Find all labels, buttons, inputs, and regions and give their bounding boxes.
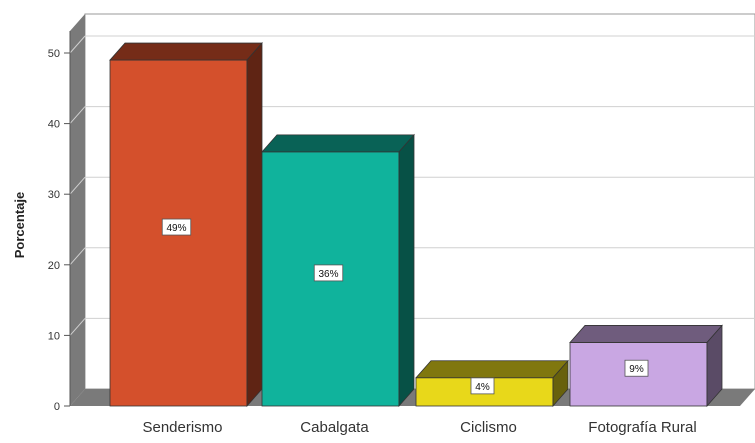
data-label-box xyxy=(624,359,649,377)
y-tick-label: 40 xyxy=(48,119,60,131)
bar-side xyxy=(552,359,569,408)
bar-top xyxy=(415,360,569,379)
data-label-box xyxy=(470,377,495,395)
bar-side xyxy=(398,133,415,408)
y-axis-ticks: 0 10 20 30 40 50 xyxy=(48,31,71,413)
x-category-label: Fotografía Rural xyxy=(588,419,696,436)
gridline-side xyxy=(69,106,86,124)
bar-fotograf-a-rural: 9% xyxy=(569,324,723,408)
y-tick-label: 30 xyxy=(48,189,60,201)
y-tick-label: 50 xyxy=(48,48,60,60)
gridline-side xyxy=(69,176,86,195)
bar-ciclismo: 4% xyxy=(415,359,569,408)
bar-top xyxy=(109,42,263,61)
y-tick-label: 10 xyxy=(48,330,60,342)
data-label-box xyxy=(161,218,192,236)
side-wall xyxy=(70,14,85,406)
x-category-label: Ciclismo xyxy=(460,419,517,436)
y-axis-label: Porcentaje xyxy=(12,192,27,258)
gridline-side xyxy=(69,247,86,266)
bar-side xyxy=(246,42,263,408)
x-category-label: Cabalgata xyxy=(300,419,369,436)
gridline-side xyxy=(69,318,86,336)
bar-top xyxy=(569,325,723,343)
y-tick-label: 0 xyxy=(54,401,60,413)
bar-cabalgata: 36% xyxy=(261,133,415,408)
x-category-label: Senderismo xyxy=(142,419,222,436)
bar-top xyxy=(261,134,415,153)
gridline-side xyxy=(69,35,86,54)
data-label: 4% xyxy=(475,382,490,393)
bars: 49% 36% 4% 9% xyxy=(109,42,723,408)
bar-side xyxy=(706,324,723,408)
data-label: 9% xyxy=(629,364,644,375)
data-label-box xyxy=(313,264,344,282)
bar-senderismo: 49% xyxy=(109,42,263,408)
y-tick-label: 20 xyxy=(48,260,60,272)
data-label: 36% xyxy=(318,269,338,280)
x-axis-categories: Senderismo Cabalgata Ciclismo Fotografía Ru… xyxy=(142,419,696,436)
data-label: 49% xyxy=(166,223,186,234)
